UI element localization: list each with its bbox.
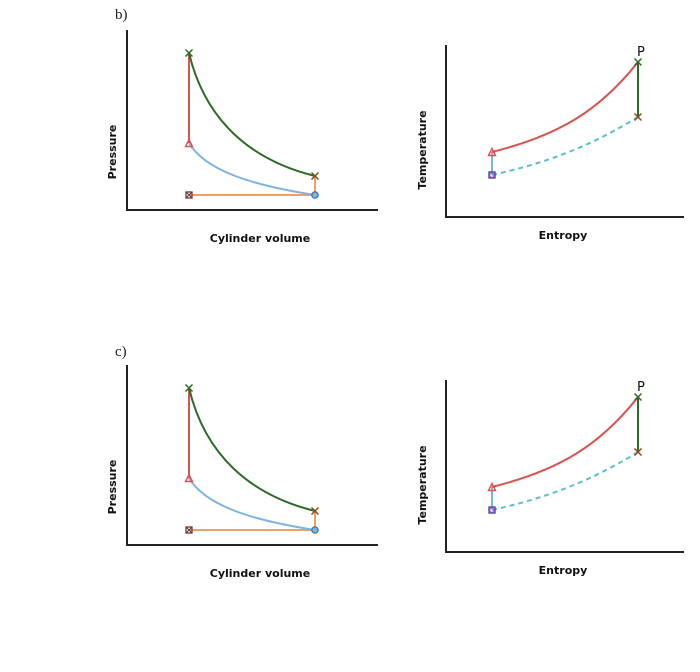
pv-y-label: Pressure (106, 460, 119, 515)
ts-diagram: P Entropy Temperature (416, 379, 685, 577)
ts-x-label: Entropy (539, 229, 588, 242)
ts-y-label: Temperature (416, 445, 429, 524)
pv-x-label: Cylinder volume (210, 567, 310, 580)
ts-diagram: P Entropy Temperature (416, 44, 685, 242)
panel-label: b) (115, 7, 128, 23)
ts-y-label: Temperature (416, 110, 429, 189)
pv-diagram: Cylinder volume Pressure (106, 29, 379, 245)
panel-c: c) Cylinder volume Pressure P Entropy Te… (106, 344, 685, 580)
ts-point-label: P (637, 45, 645, 60)
pv-diagram: Cylinder volume Pressure (106, 364, 379, 580)
ts-point-label: P (637, 380, 645, 395)
ts-x-label: Entropy (539, 564, 588, 577)
pv-x-label: Cylinder volume (210, 232, 310, 245)
panel-b: b) Cylinder volume Pressure P Entropy Te… (106, 7, 685, 245)
pv-y-label: Pressure (106, 125, 119, 180)
panel-label: c) (115, 344, 127, 360)
